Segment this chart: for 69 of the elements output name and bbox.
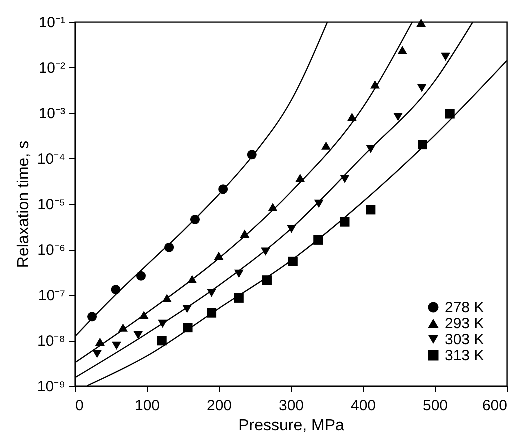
point <box>214 252 224 260</box>
point <box>288 256 298 266</box>
point <box>366 205 376 215</box>
point <box>418 140 428 150</box>
point <box>118 324 128 332</box>
point <box>347 113 357 122</box>
legend-label: 303 K <box>445 332 484 348</box>
x-tick-label: 300 <box>278 398 304 414</box>
y-tick-label: 10⁻² <box>38 60 66 77</box>
point <box>188 275 198 284</box>
point <box>111 285 121 295</box>
point <box>322 142 332 150</box>
point <box>95 338 105 346</box>
x-axis-title: Pressure, MPa <box>238 418 345 434</box>
point <box>240 230 250 238</box>
point <box>340 217 350 227</box>
x-tick-label: 0 <box>76 398 84 414</box>
point <box>207 308 217 318</box>
point <box>340 175 350 184</box>
y-tick-label: 10⁻⁶ <box>38 242 66 259</box>
y-tick-label: 10⁻⁴ <box>37 151 66 168</box>
point <box>394 113 404 122</box>
point <box>182 304 192 314</box>
point <box>88 312 98 322</box>
x-tick-label: 100 <box>134 398 160 414</box>
y-tick-label: 10⁻⁸ <box>37 333 66 350</box>
point <box>190 215 200 225</box>
x-tick-label: 600 <box>482 398 508 414</box>
point <box>234 270 244 278</box>
point <box>416 18 426 28</box>
y-tick-label: 10⁻³ <box>38 106 66 122</box>
point <box>158 320 168 328</box>
y-tick-label: 10⁻⁹ <box>37 378 66 396</box>
y-tick-label: 10⁻⁷ <box>38 288 66 304</box>
x-tick-label: 400 <box>350 398 376 414</box>
point <box>136 271 146 281</box>
point <box>441 52 451 62</box>
point <box>162 294 172 302</box>
y-axis-title: Relaxation time, s <box>15 140 32 268</box>
point <box>92 350 102 358</box>
legend-label: 313 K <box>445 348 484 364</box>
x-tick-label: 500 <box>422 398 448 414</box>
point <box>112 342 122 350</box>
point <box>139 311 149 320</box>
point <box>247 150 257 160</box>
point <box>366 145 376 154</box>
point <box>207 289 217 298</box>
point <box>262 276 272 286</box>
point <box>218 184 228 194</box>
point <box>268 203 278 212</box>
point <box>286 225 296 234</box>
point <box>183 323 193 333</box>
point <box>234 293 244 303</box>
y-tick-label: 10⁻⁵ <box>38 196 66 214</box>
point <box>164 242 174 252</box>
x-tick-label: 200 <box>206 398 232 414</box>
point <box>314 200 324 208</box>
legend-label: 278 K <box>445 300 484 316</box>
point <box>417 84 427 92</box>
point <box>261 248 271 256</box>
point <box>445 109 455 119</box>
legend-label: 293 K <box>445 316 484 332</box>
point <box>398 46 408 54</box>
point <box>314 235 324 245</box>
point <box>296 174 306 182</box>
point <box>370 80 380 89</box>
y-tick-label: 10⁻¹ <box>38 14 66 32</box>
point <box>134 331 144 340</box>
point <box>157 336 167 346</box>
